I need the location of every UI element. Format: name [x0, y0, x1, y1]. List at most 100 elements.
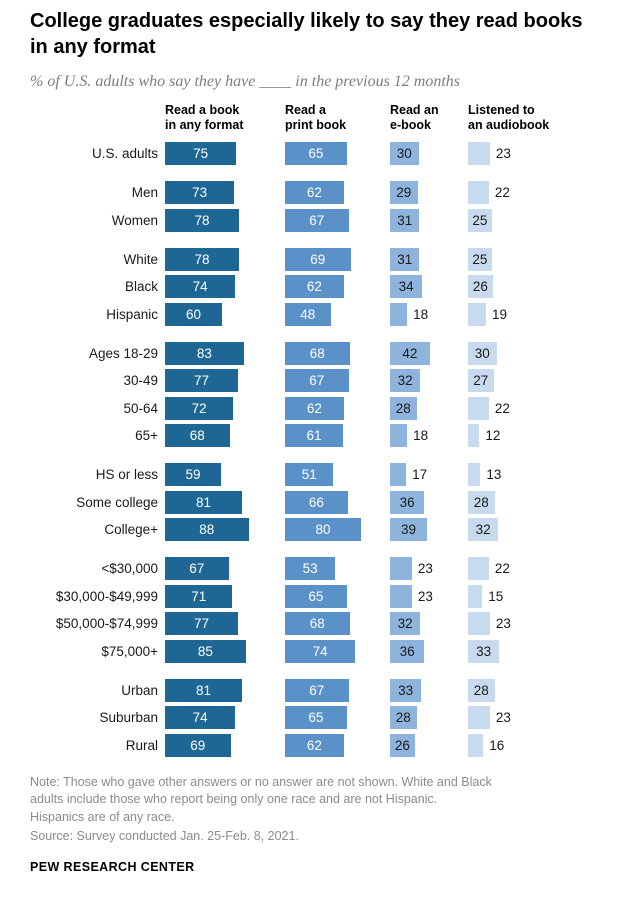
- bar-value: 36: [399, 643, 415, 659]
- bar-1: 71: [165, 584, 233, 608]
- bar-3: 39: [390, 518, 428, 541]
- bar-value: 22: [494, 185, 510, 200]
- bar-1: 83: [165, 341, 244, 365]
- bar-value: 65: [308, 588, 324, 604]
- row-group: U.S. adults 75 65 30 23: [30, 142, 613, 165]
- chart-row: Men 73 62 29 22: [30, 181, 613, 204]
- row-group: Ages 18-29 83 68 42 30 30-49 77 67 32 27 50-64 72 62…: [30, 341, 613, 447]
- chart-subtitle: % of U.S. adults who say they have ____ …: [30, 73, 461, 90]
- bar-2: 67: [285, 208, 349, 232]
- bar-value: 22: [494, 561, 510, 576]
- row-label: Urban: [121, 682, 158, 698]
- column-header: Read a print book: [285, 103, 346, 133]
- bar-2: 51: [285, 463, 334, 486]
- bar-value: 67: [309, 682, 325, 698]
- row-label: Suburban: [99, 710, 158, 725]
- bar-value: 32: [397, 373, 413, 388]
- bar-value: 23: [495, 146, 511, 161]
- bar-1: 77: [165, 612, 239, 635]
- bar-2: 62: [285, 733, 344, 757]
- bar-3: 32: [390, 612, 421, 635]
- bar-value: 23: [417, 561, 433, 576]
- bar-value: 31: [397, 251, 413, 267]
- bar-value: 62: [306, 737, 322, 753]
- chart-row: White 78 69 31 25: [30, 247, 613, 271]
- bar-1: 59: [165, 463, 222, 486]
- column-header-line: Listened to: [468, 103, 535, 117]
- bar-4: 22: [468, 396, 510, 420]
- bar-value: 80: [315, 522, 331, 537]
- bar-value: 69: [310, 251, 326, 267]
- row-label: White: [123, 251, 158, 267]
- bar-value: 78: [194, 212, 210, 228]
- row-label: HS or less: [95, 467, 158, 482]
- chart-row: 65+ 68 61 18 12: [30, 424, 613, 447]
- bar-value: 23: [495, 616, 511, 631]
- row-label: U.S. adults: [91, 146, 158, 161]
- bar-3: 31: [390, 247, 420, 271]
- bar-3: 28: [390, 706, 417, 729]
- chart-row: College+ 88 80 39 32: [30, 518, 613, 541]
- bar-1: 78: [165, 247, 240, 271]
- bar-2: 65: [285, 142, 347, 165]
- bar-3: 28: [390, 396, 417, 420]
- bar-4: 25: [468, 208, 492, 232]
- bar-chart: Read a book in any format Read a print book…: [30, 103, 613, 757]
- bar-4: 32: [468, 518, 499, 541]
- bar-value: 53: [302, 561, 318, 576]
- bar-3: 36: [390, 639, 425, 663]
- note-line: Hispanics are of any race.: [30, 809, 175, 824]
- column-header: Read a book in any format: [165, 103, 244, 133]
- page-title: College graduates especially likely to s…: [30, 10, 583, 58]
- chart-row: 30-49 77 67 32 27: [30, 369, 613, 392]
- bar-1: 81: [165, 678, 242, 702]
- bar-value: 28: [395, 710, 411, 725]
- note-line: adults include those who report being on…: [30, 792, 438, 806]
- bar-1: 72: [165, 396, 234, 420]
- bar-1: 68: [165, 424, 230, 447]
- bar-value: 22: [494, 400, 510, 416]
- bar-4: 23: [468, 706, 511, 729]
- chart-row: $75,000+ 85 74 36 33: [30, 639, 613, 663]
- bar-value: 36: [399, 494, 415, 510]
- bar-value: 30: [474, 345, 490, 361]
- row-group: Urban 81 67 33 28 Suburban 74 65 28 23 Rural 69 62 26…: [30, 678, 613, 757]
- bar-4: 30: [468, 341, 497, 365]
- chart-row: HS or less 59 51 17 13: [30, 463, 613, 486]
- brand-footer: PEW RESEARCH CENTER: [30, 859, 195, 874]
- bar-value: 33: [398, 682, 414, 698]
- row-label: Men: [131, 185, 158, 200]
- bar-value: 17: [412, 467, 428, 482]
- bar-value: 68: [309, 345, 325, 361]
- chart-note: Note: Those who gave other answers or no…: [30, 774, 613, 846]
- chart-row: Women 78 67 31 25: [30, 208, 613, 232]
- bar-4: 33: [468, 639, 500, 663]
- chart-row: Black 74 62 34 26: [30, 275, 613, 298]
- bar-1: 73: [165, 181, 235, 204]
- bar-1: 74: [165, 706, 236, 729]
- bar-value: 26: [394, 737, 410, 753]
- bar-value: 26: [472, 279, 488, 294]
- bar-2: 48: [285, 302, 331, 326]
- bar-4: 25: [468, 247, 492, 271]
- bar-value: 19: [492, 306, 508, 322]
- row-label: <$30,000: [101, 561, 158, 576]
- bar-value: 60: [185, 306, 202, 322]
- bar-value: 81: [195, 494, 211, 510]
- row-group: HS or less 59 51 17 13 Some college 81 66 36 28 Co…: [30, 463, 613, 541]
- bar-value: 74: [192, 710, 208, 725]
- row-label: 65+: [135, 428, 158, 443]
- note-line: Note: Those who gave other answers or no…: [30, 774, 492, 789]
- bar-value: 23: [417, 588, 433, 604]
- bar-value: 68: [189, 428, 205, 443]
- column-header-line: an audiobook: [468, 118, 550, 132]
- column-header: Read an e-book: [390, 103, 439, 133]
- row-label: $75,000+: [101, 643, 158, 659]
- row-label: Hispanic: [106, 306, 158, 322]
- bar-value: 77: [194, 373, 210, 388]
- column-header-line: e-book: [390, 118, 431, 132]
- bar-value: 61: [306, 428, 322, 443]
- bar-value: 39: [401, 522, 417, 537]
- bar-2: 66: [285, 490, 348, 514]
- bar-1: 78: [165, 208, 240, 232]
